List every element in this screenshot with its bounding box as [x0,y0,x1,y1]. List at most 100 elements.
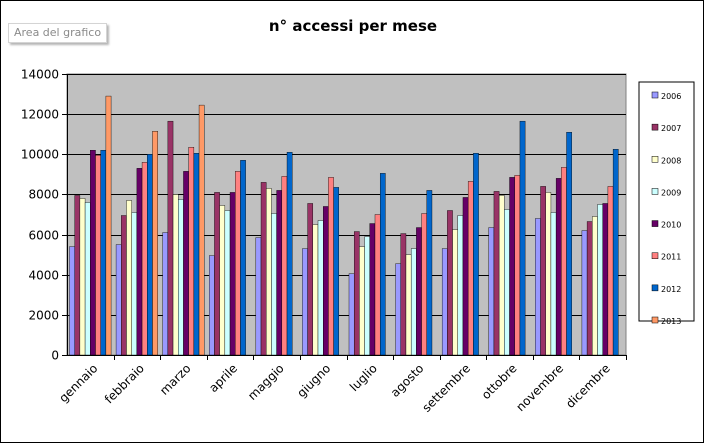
bar-marzo-2013 [198,104,205,356]
legend-label-2006: 2006 [661,92,681,101]
bar-febbraio-2008 [126,200,132,356]
bar-giugno-2012 [333,187,340,356]
bar-gennaio-2008 [79,198,86,356]
legend-swatch-2010 [651,220,659,227]
bar-marzo-2012 [193,153,200,356]
chart-area-tooltip: Area del grafico [8,23,108,43]
bar-maggio-2011 [281,176,288,356]
x-tick-label-maggio: maggio [245,361,287,403]
legend-swatch-2013 [651,316,659,324]
bar-luglio-2011 [374,214,381,356]
x-tick-label-novembre: novembre [513,361,566,414]
bar-febbraio-2009 [131,212,138,356]
bar-maggio-2009 [271,213,277,356]
y-tick-label: 8000 [28,188,59,202]
bar-settembre-2008 [452,229,458,356]
bar-luglio-2008 [359,246,365,356]
bar-febbraio-2013 [152,131,158,356]
legend-swatch-2006 [651,91,659,99]
bar-settembre-2010 [462,197,469,356]
x-tick-label-ottobre: ottobre [479,361,520,402]
bar-dicembre-2006 [581,230,588,356]
legend: 2006 2007 2008 2009 2010 2011 2012 2013 [638,81,695,326]
bar-dicembre-2012 [612,149,619,356]
bar-luglio-2006 [348,273,355,356]
bar-giugno-2009 [317,220,324,356]
bar-ottobre-2006 [488,227,495,356]
bar-luglio-2010 [369,223,376,356]
bar-marzo-2011 [188,147,195,356]
plot-layer [66,73,627,356]
y-tick-label: 6000 [28,229,59,243]
bar-novembre-2007 [540,186,546,356]
legend-label-2013: 2013 [661,317,681,326]
bar-maggio-2006 [255,237,262,356]
bar-agosto-2007 [400,233,407,356]
bar-maggio-2007 [260,182,267,356]
bar-novembre-2011 [561,167,567,356]
bar-gennaio-2010 [90,150,96,356]
bar-giugno-2011 [328,177,334,356]
bar-luglio-2007 [353,231,360,356]
bar-aprile-2006 [209,255,215,356]
bar-agosto-2011 [421,213,427,356]
legend-label-2008: 2008 [661,156,681,165]
chart-title: n° accessi per mese [268,17,438,35]
bar-settembre-2009 [457,215,464,356]
bar-aprile-2012 [240,160,246,356]
y-tick-label: 4000 [28,269,59,283]
bar-novembre-2006 [535,218,541,356]
x-tick-label-gennaio: gennaio [56,361,100,405]
bar-settembre-2011 [467,181,474,356]
legend-label-2011: 2011 [661,253,681,262]
bar-dicembre-2007 [586,221,593,356]
bar-maggio-2012 [286,152,293,356]
bar-luglio-2009 [364,236,370,356]
bar-agosto-2009 [410,248,417,356]
bar-dicembre-2010 [602,203,609,356]
bar-agosto-2008 [405,254,412,356]
bar-dicembre-2009 [597,204,603,356]
legend-label-2009: 2009 [661,188,681,197]
bar-febbraio-2012 [147,154,153,356]
x-tick-label-luglio: luglio [347,361,380,394]
bar-gennaio-2009 [84,202,91,356]
bar-maggio-2010 [276,190,283,356]
bar-giugno-2007 [307,203,314,356]
bar-dicembre-2008 [592,216,598,356]
bar-ottobre-2010 [509,177,515,356]
bar-novembre-2010 [555,178,562,356]
bar-marzo-2009 [178,199,184,356]
bar-luglio-2012 [379,173,386,356]
plot-area [66,73,627,356]
legend-swatch-2009 [651,188,659,195]
x-tick-label-dicembre: dicembre [563,361,613,411]
bar-ottobre-2009 [504,209,510,356]
bar-agosto-2010 [416,227,422,356]
bar-aprile-2007 [214,192,220,356]
bar-giugno-2010 [323,206,329,356]
bar-settembre-2012 [473,153,479,356]
bar-gennaio-2011 [95,155,101,356]
bar-aprile-2009 [224,210,231,356]
bar-febbraio-2006 [115,244,122,356]
y-tick-label: 2000 [28,309,59,323]
bar-novembre-2012 [566,132,572,356]
bar-aprile-2008 [219,205,226,356]
x-tick-label-agosto: agosto [388,361,427,400]
bar-ottobre-2008 [498,195,505,356]
bar-layer [69,95,619,356]
x-tick-label-giugno: giugno [294,361,333,400]
bar-marzo-2007 [167,120,174,356]
legend-label-2007: 2007 [661,124,681,133]
bar-aprile-2010 [229,192,236,356]
y-tick-label: 12000 [21,108,59,122]
bar-giugno-2008 [312,224,319,356]
bar-marzo-2006 [162,232,169,356]
bar-ottobre-2007 [493,191,500,356]
bar-giugno-2006 [302,248,308,356]
bar-dicembre-2011 [607,186,614,356]
bar-ottobre-2012 [519,120,526,356]
